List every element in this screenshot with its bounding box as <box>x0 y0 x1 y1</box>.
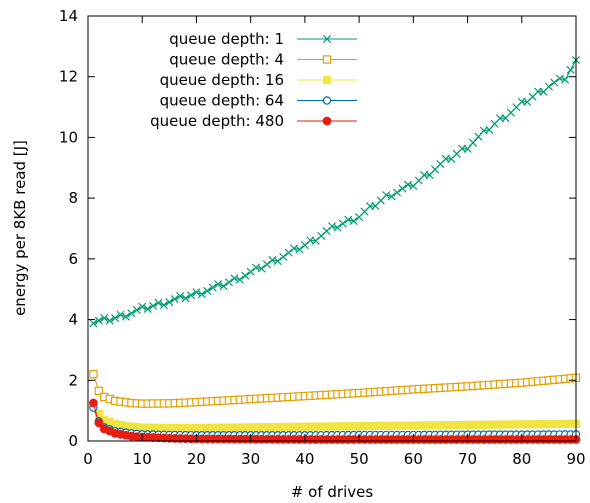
legend-marker <box>322 34 332 44</box>
data-point <box>149 301 158 310</box>
data-point <box>566 65 575 74</box>
data-point <box>181 294 190 303</box>
x-tick-label: 20 <box>187 450 206 468</box>
data-point <box>387 192 396 201</box>
data-point <box>100 314 109 323</box>
y-axis-label: energy per 8KB read [J] <box>11 140 29 316</box>
data-point <box>159 301 168 310</box>
legend-entry: queue depth: 4 <box>169 51 357 69</box>
plot-area <box>89 55 581 444</box>
legend-marker <box>322 96 332 105</box>
x-tick-label: 0 <box>83 450 93 468</box>
data-point <box>94 418 104 428</box>
y-tick-label: 14 <box>59 7 78 25</box>
data-point <box>544 82 553 91</box>
y-tick-label: 6 <box>68 250 78 268</box>
data-point <box>186 291 196 300</box>
legend: queue depth: 1 queue depth: 4 queue depth:… <box>150 30 357 130</box>
legend-label: queue depth: 480 <box>150 112 284 130</box>
data-point <box>116 310 125 319</box>
data-point <box>241 271 250 280</box>
legend-entry: queue depth: 64 <box>160 92 357 110</box>
x-tick-label: 10 <box>133 450 152 468</box>
data-point <box>338 219 347 228</box>
data-point <box>284 248 293 257</box>
data-point <box>138 302 147 311</box>
data-point <box>121 312 130 321</box>
data-point <box>214 280 223 289</box>
data-point <box>382 191 391 200</box>
y-tick-label: 12 <box>59 68 78 86</box>
data-point <box>295 245 304 254</box>
data-point <box>127 309 136 318</box>
data-point <box>165 298 174 307</box>
data-point <box>219 282 228 291</box>
data-point <box>273 257 282 266</box>
data-point <box>208 283 217 292</box>
data-point <box>203 286 212 295</box>
x-tick-label: 40 <box>295 450 314 468</box>
data-point <box>89 319 98 328</box>
x-tick-label: 50 <box>350 450 369 468</box>
legend-entry: queue depth: 16 <box>160 71 357 89</box>
data-point <box>333 223 342 232</box>
data-point <box>279 252 288 261</box>
data-point <box>94 316 103 325</box>
data-point <box>111 314 120 323</box>
data-point <box>327 222 337 231</box>
x-axis-label: # of drives <box>291 483 374 501</box>
y-tick-label: 8 <box>68 189 78 207</box>
data-point <box>230 274 239 283</box>
data-point <box>176 292 185 301</box>
data-point <box>154 298 163 307</box>
legend-label: queue depth: 4 <box>169 51 284 69</box>
data-point <box>235 275 244 284</box>
legend-marker <box>322 75 332 85</box>
x-tick-label: 60 <box>404 450 423 468</box>
data-point <box>257 264 266 273</box>
data-point <box>105 316 114 325</box>
data-point <box>143 304 152 313</box>
data-point <box>262 260 271 269</box>
data-point <box>224 278 234 287</box>
legend-entry: queue depth: 480 <box>150 112 357 130</box>
y-tick-label: 2 <box>68 371 78 389</box>
data-point <box>393 188 402 197</box>
data-point <box>197 290 206 299</box>
x-tick-label: 80 <box>512 450 531 468</box>
series-2 <box>89 370 581 408</box>
legend-label: queue depth: 64 <box>160 92 284 110</box>
x-tick-label: 30 <box>241 450 260 468</box>
legend-marker <box>322 55 332 64</box>
data-point <box>132 305 141 315</box>
data-point <box>550 78 559 87</box>
data-point <box>403 180 412 189</box>
data-point <box>89 370 98 379</box>
data-point <box>398 184 407 193</box>
series-1 <box>89 55 581 328</box>
legend-label: queue depth: 1 <box>169 30 284 48</box>
data-point <box>89 398 98 408</box>
y-tick-label: 0 <box>68 432 78 450</box>
y-tick-label: 10 <box>59 128 78 146</box>
legend-label: queue depth: 16 <box>160 71 284 89</box>
y-tick-label: 4 <box>68 311 78 329</box>
data-point <box>192 288 201 297</box>
axes: 0 10 20 30 40 50 60 70 80 90 0 2 4 6 8 10 12 14 <box>59 7 586 468</box>
legend-entry: queue depth: 1 <box>169 30 357 48</box>
data-point <box>561 75 570 84</box>
data-point <box>170 295 179 304</box>
plot-frame <box>87 15 577 442</box>
data-point <box>94 386 104 396</box>
data-point <box>555 74 564 83</box>
legend-marker <box>322 116 332 126</box>
data-point <box>349 217 358 226</box>
data-point <box>246 267 255 276</box>
x-tick-label: 90 <box>566 450 585 468</box>
data-point <box>344 215 353 224</box>
x-tick-label: 70 <box>458 450 477 468</box>
